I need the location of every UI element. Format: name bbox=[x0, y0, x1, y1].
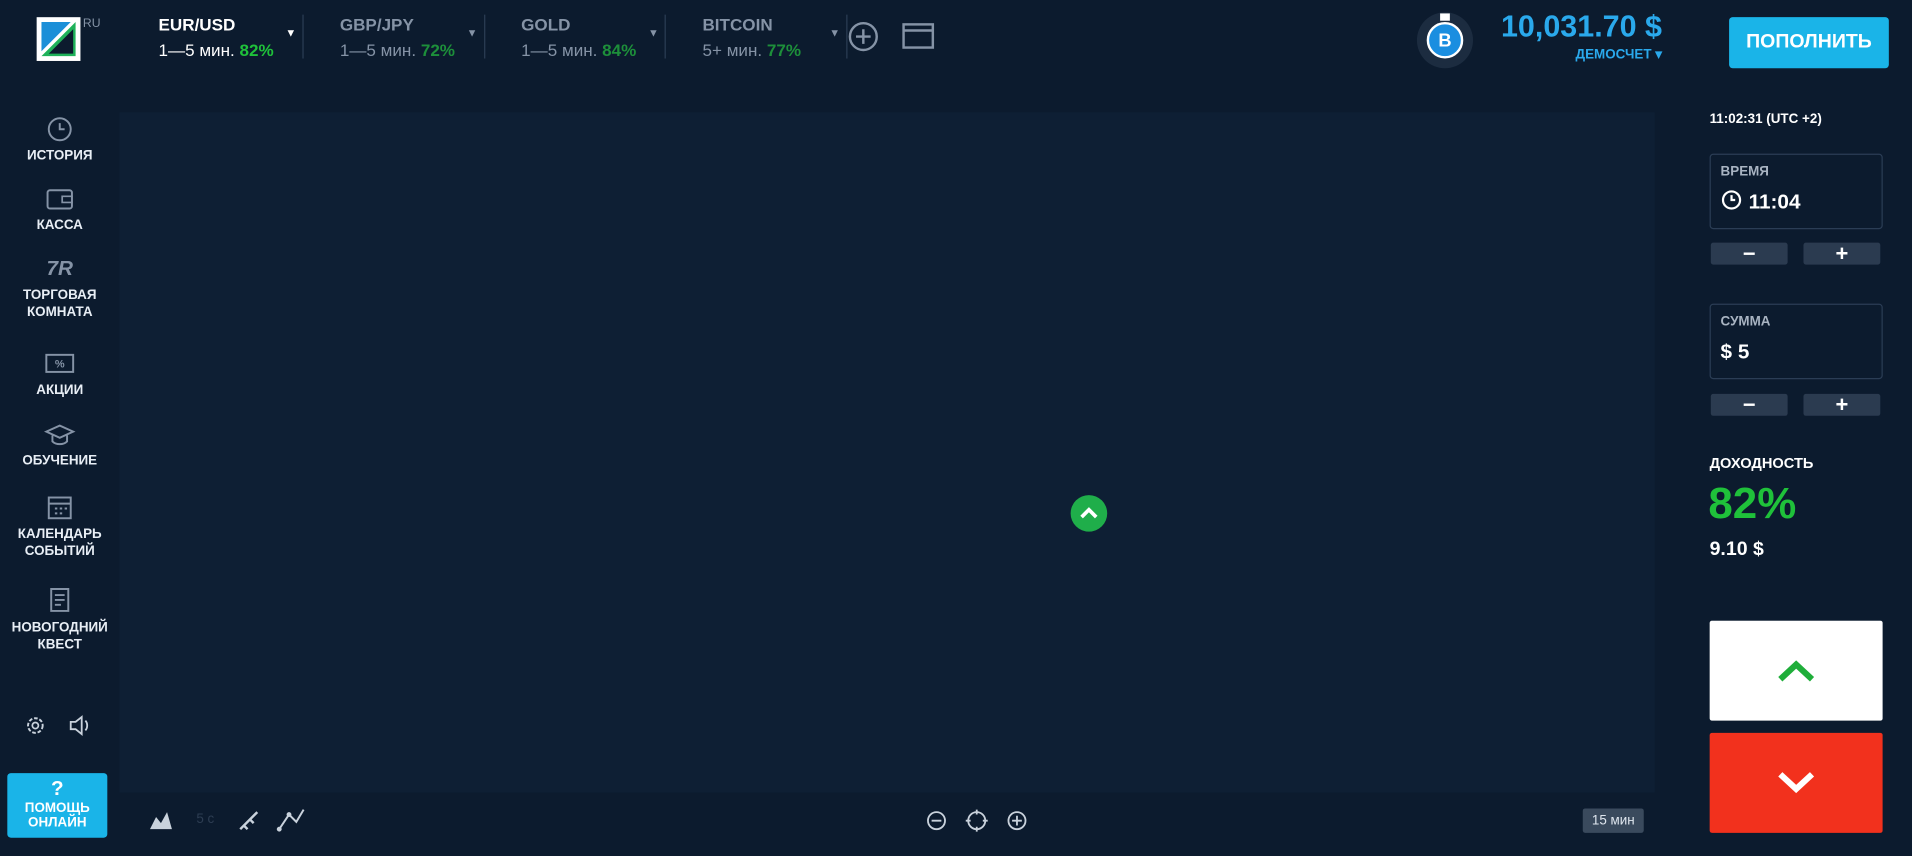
account-type[interactable]: ДЕМОСЧЕТ ▾ bbox=[1575, 47, 1663, 63]
svg-text:7R: 7R bbox=[47, 257, 74, 280]
trade-buttons bbox=[1709, 620, 1883, 833]
side-label: НОВОГОДНИЙ КВЕСТ bbox=[11, 620, 108, 653]
time-value: 11:04 bbox=[1748, 190, 1801, 214]
help-button[interactable]: ? ПОМОЩЬ ОНЛАЙН bbox=[7, 773, 108, 838]
side-label: КАССА bbox=[36, 218, 83, 233]
deposit-button[interactable]: ПОПОЛНИТЬ bbox=[1729, 17, 1889, 69]
clock-icon bbox=[1721, 190, 1742, 210]
asset-duration: 1—5 мин. bbox=[339, 40, 417, 60]
separator bbox=[846, 14, 848, 59]
svg-text:%: % bbox=[55, 358, 65, 370]
asset-tab[interactable]: EUR/USD 1—5 мин. 82% bbox=[159, 15, 293, 60]
icon bbox=[47, 496, 72, 520]
dropdown-arrow: ▼ bbox=[647, 26, 659, 40]
side-history[interactable]: ИСТОРИЯ bbox=[5, 116, 115, 165]
call-button[interactable] bbox=[1709, 620, 1883, 721]
asset-row: 1—5 мин. 72% bbox=[340, 40, 474, 60]
zoom-tools[interactable] bbox=[922, 805, 1032, 837]
logo bbox=[36, 17, 81, 61]
asset-tab[interactable]: GBP/JPY 1—5 мин. 72% bbox=[340, 15, 474, 60]
side-promo[interactable]: % АКЦИИ bbox=[5, 350, 115, 399]
asset-tab[interactable]: GOLD 1—5 мин. 84% bbox=[521, 15, 655, 60]
amount-label: СУММА bbox=[1720, 314, 1771, 330]
icon bbox=[50, 587, 70, 612]
asset-row: 1—5 мин. 82% bbox=[159, 40, 293, 60]
side-label: АКЦИИ bbox=[36, 382, 84, 398]
asset-name: EUR/USD bbox=[158, 14, 236, 35]
time-box[interactable]: ВРЕМЯ 11:04 bbox=[1709, 153, 1883, 230]
direction-icon bbox=[1070, 495, 1108, 532]
side-label: КАЛЕНДАРЬ СОБЫТИЙ bbox=[17, 526, 102, 559]
separator bbox=[302, 14, 304, 59]
amount-minus[interactable]: − bbox=[1710, 393, 1788, 416]
settings-sound[interactable] bbox=[22, 712, 98, 739]
asset-name: GOLD bbox=[521, 14, 571, 35]
asset-payout: 72% bbox=[420, 40, 456, 60]
clock: 11:02:31 (UTC +2) bbox=[1709, 112, 1822, 127]
interval[interactable]: 5 с bbox=[196, 812, 215, 827]
side-quest[interactable]: НОВОГОДНИЙ КВЕСТ bbox=[5, 585, 115, 653]
asset-duration: 1—5 мин. bbox=[158, 40, 235, 60]
icon bbox=[47, 117, 72, 142]
profit: 9.10 $ bbox=[1709, 538, 1764, 560]
help-text: ПОМОЩЬ ОНЛАЙН bbox=[24, 801, 90, 831]
side-label: ОБУЧЕНИЕ bbox=[22, 453, 98, 469]
side-label: ИСТОРИЯ bbox=[26, 148, 93, 164]
icon: 7R bbox=[47, 257, 74, 280]
dropdown-arrow: ▼ bbox=[285, 26, 297, 40]
icon bbox=[46, 189, 73, 210]
dropdown-arrow: ▼ bbox=[466, 26, 478, 40]
payout-label: ДОХОДНОСТЬ bbox=[1709, 454, 1814, 472]
logo-region: RU bbox=[82, 17, 101, 31]
avatar-letter: B bbox=[1438, 29, 1451, 50]
time-plus[interactable]: + bbox=[1803, 242, 1881, 265]
asset-row: 5+ мин. 77% bbox=[702, 40, 836, 60]
account-type-text: ДЕМОСЧЕТ bbox=[1575, 47, 1652, 63]
time-label: ВРЕМЯ bbox=[1720, 164, 1769, 180]
amount-value: $ 5 bbox=[1720, 340, 1750, 364]
avatar[interactable]: B bbox=[1416, 11, 1475, 70]
separator bbox=[665, 14, 667, 59]
plot-background bbox=[119, 112, 1655, 793]
asset-payout: 77% bbox=[766, 40, 802, 60]
asset-duration: 5+ мин. bbox=[702, 40, 763, 60]
help-icon: ? bbox=[50, 776, 64, 800]
dropdown-arrow: ▼ bbox=[829, 26, 841, 40]
amount-plus[interactable]: + bbox=[1803, 393, 1881, 416]
side-label: ТОРГОВАЯ КОМНАТА bbox=[23, 287, 97, 320]
asset-name: GBP/JPY bbox=[339, 14, 414, 35]
balance: 10,031.70 $ bbox=[1500, 9, 1663, 44]
time-minus[interactable]: − bbox=[1710, 242, 1788, 265]
separator bbox=[483, 14, 485, 59]
side-learning[interactable]: ОБУЧЕНИЕ bbox=[5, 421, 115, 470]
chart-tools[interactable] bbox=[146, 805, 305, 837]
side-calendar[interactable]: КАЛЕНДАРЬ СОБЫТИЙ bbox=[5, 494, 115, 560]
icon bbox=[43, 424, 76, 446]
side-room[interactable]: 7R ТОРГОВАЯ КОМНАТА bbox=[5, 255, 115, 321]
icon: % bbox=[45, 353, 75, 373]
asset-payout: 84% bbox=[602, 40, 637, 60]
side-cash[interactable]: КАССА bbox=[5, 185, 115, 234]
amount-box[interactable]: СУММА $ 5 bbox=[1709, 303, 1883, 380]
asset-duration: 1—5 мин. bbox=[521, 40, 598, 60]
asset-row: 1—5 мин. 84% bbox=[521, 40, 655, 60]
asset-name: BITCOIN bbox=[702, 14, 773, 35]
add-tools bbox=[848, 21, 935, 52]
put-button[interactable] bbox=[1709, 732, 1883, 833]
asset-tab[interactable]: BITCOIN 5+ мин. 77% bbox=[702, 15, 836, 60]
asset-payout: 82% bbox=[239, 40, 274, 60]
payout-value: 82% bbox=[1708, 478, 1797, 528]
timeframe[interactable]: 15 мин bbox=[1582, 808, 1644, 833]
